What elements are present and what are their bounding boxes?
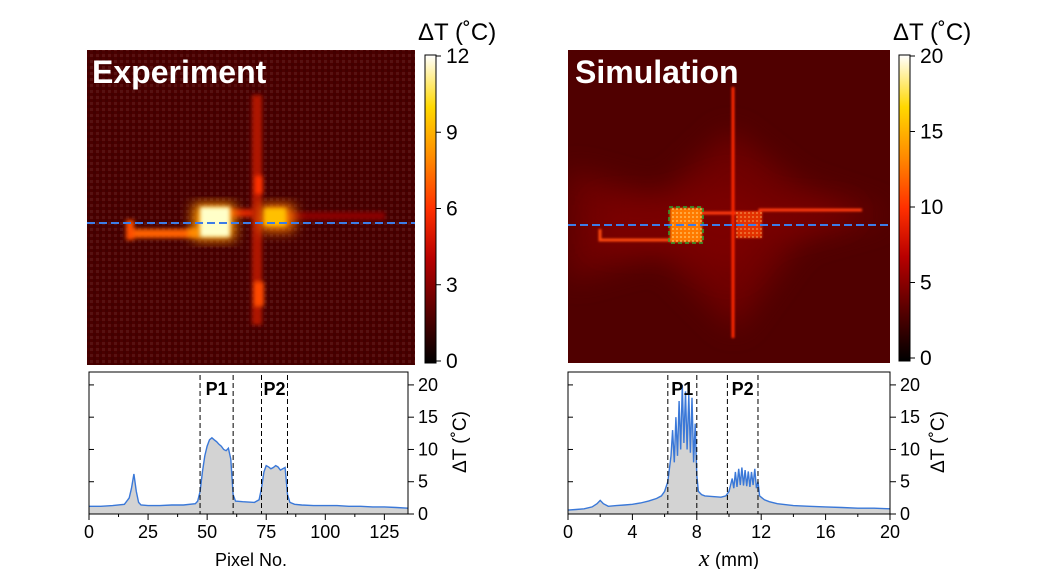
- colorbar-tick-label: 12: [446, 45, 469, 68]
- simulation-right-wire: [700, 208, 862, 215]
- region-label: P1: [206, 379, 228, 399]
- y-tick-label: 15: [900, 407, 920, 427]
- profile-area: [89, 437, 408, 514]
- experiment-vertical-wire: [252, 95, 262, 325]
- y-tick-label: 5: [900, 472, 910, 492]
- experiment-title: Experiment: [92, 54, 267, 90]
- colorbar-tick-label: 0: [920, 347, 932, 370]
- simulation-heatmap: Simulation: [568, 50, 890, 363]
- experiment-colorbar-label: ΔT (˚C): [418, 19, 496, 46]
- x-tick-label: 50: [197, 522, 217, 542]
- y-tick-label: 20: [900, 375, 920, 395]
- y-tick-label: 5: [418, 472, 428, 492]
- simulation-profile-xlabel: x (mm): [698, 546, 759, 569]
- y-tick-label: 10: [900, 439, 920, 459]
- x-tick-label: 4: [627, 522, 637, 542]
- experiment-right-wire: [285, 212, 385, 220]
- y-tick-label: 10: [418, 439, 438, 459]
- colorbar-tick-label: 3: [446, 274, 458, 297]
- x-tick-label: 0: [563, 522, 573, 542]
- colorbar-tick-label: 5: [920, 272, 932, 295]
- experiment-profile-plot: P1 P2 0 25 50 75 100 125 0 5 10 15 20: [84, 371, 438, 542]
- simulation-left-lead: [598, 229, 678, 242]
- simulation-title: Simulation: [575, 54, 739, 90]
- x-tick-label: 20: [880, 522, 900, 542]
- experiment-heatmap: Experiment: [87, 50, 415, 365]
- x-tick-label: 8: [692, 522, 702, 542]
- x-tick-label: 12: [751, 522, 771, 542]
- colorbar-tick-label: 6: [446, 198, 458, 221]
- region-label: P2: [263, 379, 285, 399]
- y-tick-label: 0: [900, 504, 910, 524]
- colorbar-tick-label: 9: [446, 121, 458, 144]
- colorbar-tick-label: 20: [920, 45, 943, 68]
- simulation-colorbar-label: ΔT (˚C): [893, 19, 971, 46]
- x-tick-label: 25: [138, 522, 158, 542]
- x-tick-label: 75: [256, 522, 276, 542]
- y-tick-label: 0: [418, 504, 428, 524]
- experiment-profile-xlabel: Pixel No.: [215, 550, 287, 569]
- simulation-profile-ylabel: ΔT (˚C): [928, 411, 949, 473]
- experiment-colorbar: 0 3 6 9 12 ΔT (˚C): [418, 19, 496, 373]
- region-label: P1: [671, 379, 693, 399]
- simulation-colorbar-ticks: 0 5 10 15 20: [910, 45, 943, 370]
- y-tick-label: 15: [418, 407, 438, 427]
- experiment-hotspot-p2: [264, 208, 286, 226]
- x-tick-label: 125: [369, 522, 399, 542]
- simulation-colorbar: 0 5 10 15 20 ΔT (˚C): [893, 19, 971, 370]
- colorbar-tick-label: 10: [920, 196, 943, 219]
- experiment-left-lead: [128, 229, 198, 238]
- colorbar-tick-label: 15: [920, 121, 943, 144]
- profile-line: [567, 384, 891, 511]
- experiment-profile-ylabel: ΔT (˚C): [450, 411, 471, 473]
- x-tick-label: 100: [310, 522, 340, 542]
- experiment-mid-wire: [226, 209, 262, 217]
- plot-frame: [88, 371, 409, 515]
- experiment-colorbar-ticks: 0 3 6 9 12: [436, 45, 469, 373]
- region-label: P2: [732, 379, 754, 399]
- y-tick-label: 20: [418, 375, 438, 395]
- colorbar-tick-label: 0: [446, 350, 458, 373]
- x-tick-label: 0: [84, 522, 94, 542]
- profile-line: [89, 436, 409, 509]
- x-tick-label: 16: [816, 522, 836, 542]
